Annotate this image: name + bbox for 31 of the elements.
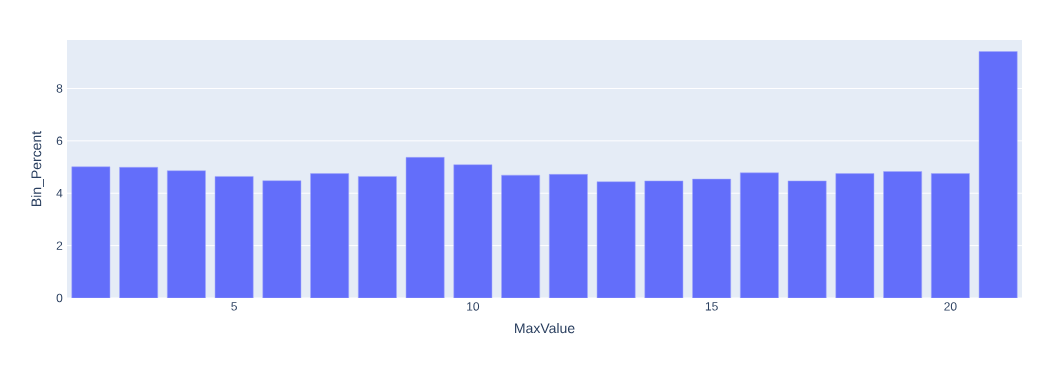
bar	[597, 181, 636, 298]
y-tick-label: 2	[56, 241, 63, 250]
bar	[119, 167, 158, 298]
bar	[931, 173, 970, 298]
bar	[978, 51, 1018, 298]
x-tick-label: 20	[944, 302, 957, 311]
x-tick-label: 5	[231, 302, 237, 311]
x-tick-label: 10	[467, 302, 480, 311]
bar	[501, 175, 540, 298]
bar	[71, 166, 110, 298]
bar	[740, 172, 779, 298]
bar	[692, 179, 731, 298]
bar	[167, 170, 206, 298]
bar	[883, 171, 922, 298]
bar	[215, 176, 254, 298]
x-tick-label: 15	[705, 302, 718, 311]
bar	[262, 180, 301, 298]
x-axis-title: MaxValue	[515, 322, 575, 334]
y-tick-label: 8	[56, 84, 63, 93]
y-tick-label: 0	[56, 293, 63, 303]
y-tick-label: 6	[56, 136, 63, 146]
bar	[549, 174, 588, 298]
bar	[835, 173, 874, 298]
bar	[644, 180, 683, 298]
bar	[358, 176, 397, 298]
y-axis-title: Bin_Percent	[31, 130, 44, 206]
bar	[310, 173, 349, 298]
bar	[788, 180, 827, 298]
y-tick-label: 4	[56, 189, 63, 198]
bar	[406, 157, 445, 298]
bar	[453, 164, 492, 298]
